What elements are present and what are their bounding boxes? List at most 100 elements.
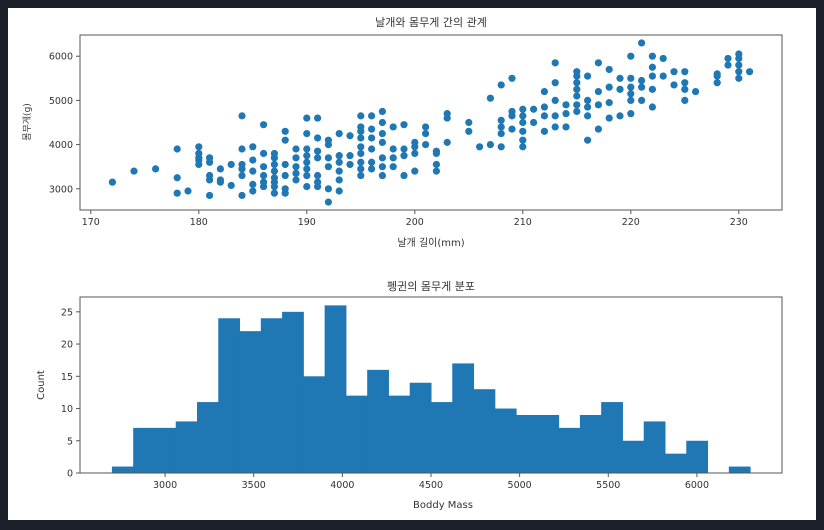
scatter-point <box>594 125 603 133</box>
scatter-point <box>249 156 257 164</box>
histogram-bar <box>239 331 262 473</box>
scatter-point <box>173 174 181 182</box>
scatter-point <box>270 174 278 182</box>
scatter-point <box>238 171 246 180</box>
scatter-point <box>432 160 440 169</box>
scatter-point <box>584 72 592 80</box>
scatter-point <box>270 160 278 169</box>
histogram-panel: 펭귄의 몸무게 분포 Boddy Mass Count 3000 3500 4000… <box>36 280 783 511</box>
histogram-bar <box>154 427 177 473</box>
scatter-point <box>389 154 397 162</box>
scatter-point <box>195 143 203 151</box>
histogram-bar <box>494 408 517 473</box>
scatter-point <box>368 145 376 153</box>
histogram-bar <box>516 414 538 473</box>
scatter-point <box>508 74 516 82</box>
scatter-point <box>303 182 311 191</box>
scatter-point <box>411 167 419 175</box>
scatter-point <box>670 81 678 89</box>
scatter-point <box>551 79 559 87</box>
scatter-point <box>659 54 667 63</box>
scatter-point <box>292 145 300 153</box>
scatter-point <box>573 101 581 109</box>
scatter-point <box>648 52 657 60</box>
scatter-point <box>648 85 657 93</box>
scatter-point <box>573 68 581 76</box>
y-tick-label: 10 <box>61 404 73 415</box>
scatter-point <box>530 105 538 113</box>
x-tick-label: 3000 <box>153 480 177 491</box>
scatter-point <box>616 74 624 82</box>
histogram-bar <box>643 421 666 473</box>
x-tick-label: 190 <box>298 217 316 228</box>
y-tick-label: 4000 <box>49 140 73 151</box>
x-tick-label: 200 <box>406 217 424 228</box>
scatter-point <box>422 129 430 138</box>
hist-xlabel: Boddy Mass <box>413 500 473 511</box>
scatter-point <box>648 63 657 71</box>
scatter-point <box>357 171 365 180</box>
histogram-bar <box>197 402 219 473</box>
scatter-point <box>540 127 549 135</box>
scatter-point <box>173 145 181 153</box>
scatter-point <box>638 76 646 85</box>
scatter-point <box>270 167 278 175</box>
scatter-point <box>594 101 603 109</box>
scatter-title: 날개와 몸무게 간의 관계 <box>375 16 487 29</box>
scatter-point <box>400 145 408 153</box>
scatter-point <box>411 149 419 158</box>
scatter-point <box>443 138 451 146</box>
y-tick-label: 0 <box>67 469 73 480</box>
scatter-point <box>335 129 343 138</box>
scatter-point <box>206 171 214 180</box>
scatter-point <box>627 74 635 82</box>
scatter-point <box>594 87 603 96</box>
scatter-point <box>238 160 246 169</box>
scatter-point <box>476 143 484 151</box>
x-tick-label: 220 <box>622 217 640 228</box>
scatter-point <box>216 176 224 184</box>
scatter-point <box>584 112 592 120</box>
scatter-point <box>400 171 408 180</box>
scatter-point <box>573 92 581 100</box>
scatter-point <box>303 114 311 122</box>
scatter-point <box>378 118 386 127</box>
scatter-point <box>659 72 667 80</box>
histogram-bar <box>345 395 368 473</box>
scatter-point <box>616 85 624 93</box>
scatter-point <box>281 127 289 135</box>
scatter-point <box>314 171 322 180</box>
scatter-point <box>605 114 613 122</box>
hist-title: 펭귄의 몸무게 분포 <box>387 280 475 293</box>
scatter-point <box>422 123 430 131</box>
scatter-xlabel: 날개 길이(mm) <box>397 236 464 249</box>
scatter-point <box>562 110 570 118</box>
scatter-point <box>681 68 689 76</box>
scatter-point <box>443 110 451 118</box>
scatter-point <box>508 125 516 133</box>
scatter-point <box>281 185 289 193</box>
scatter-point <box>497 129 505 138</box>
scatter-point <box>562 101 570 109</box>
scatter-point <box>324 198 332 206</box>
scatter-point <box>216 165 224 173</box>
scatter-point <box>573 85 581 93</box>
scatter-point <box>400 121 408 129</box>
scatter-point <box>519 118 527 127</box>
scatter-point <box>303 171 311 180</box>
histogram-bar <box>303 376 326 473</box>
histogram-bar <box>409 382 432 473</box>
y-tick-label: 15 <box>61 372 73 383</box>
scatter-point <box>562 123 570 131</box>
scatter-point <box>400 152 408 160</box>
histogram-bar <box>473 389 496 473</box>
scatter-point <box>249 167 257 175</box>
scatter-point <box>497 123 505 131</box>
scatter-point <box>227 160 235 169</box>
scatter-point <box>389 123 397 131</box>
scatter-point <box>292 176 300 184</box>
scatter-panel: 날개와 몸무게 간의 관계 날개 길이(mm) 몸무게(g) 170 180 190… <box>22 16 783 249</box>
x-tick-label: 170 <box>82 217 100 228</box>
histogram-bar <box>579 414 602 473</box>
scatter-point <box>389 163 397 171</box>
